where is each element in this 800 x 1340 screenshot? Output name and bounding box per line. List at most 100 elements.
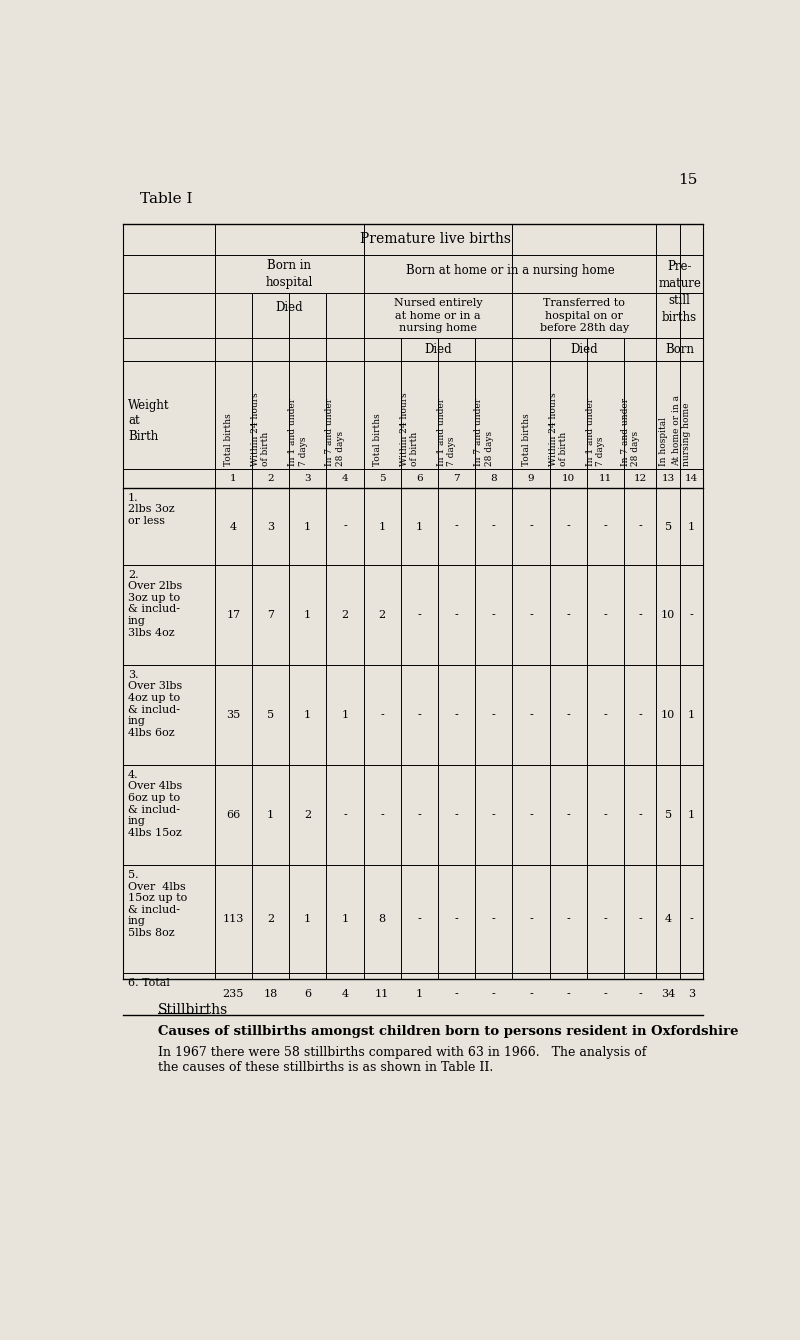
Text: 10: 10	[661, 710, 675, 720]
Text: -: -	[454, 521, 458, 532]
Text: 1.
2lbs 3oz
or less: 1. 2lbs 3oz or less	[128, 493, 174, 525]
Text: -: -	[454, 914, 458, 925]
Text: In 7 and under
28 days: In 7 and under 28 days	[474, 398, 494, 466]
Text: Born: Born	[666, 343, 694, 356]
Text: 5.
Over  4lbs
15oz up to
& includ-
ing
5lbs 8oz: 5. Over 4lbs 15oz up to & includ- ing 5l…	[128, 870, 187, 938]
Text: Within 24 hours
of birth: Within 24 hours of birth	[251, 393, 270, 466]
Text: -: -	[638, 521, 642, 532]
Text: -: -	[492, 811, 495, 820]
Text: Premature live births: Premature live births	[360, 232, 511, 247]
Text: In 1 and under
7 days: In 1 and under 7 days	[288, 398, 308, 466]
Text: Total births: Total births	[224, 413, 234, 466]
Text: -: -	[566, 811, 570, 820]
Text: 4: 4	[342, 989, 349, 1000]
Text: Weight: Weight	[128, 399, 170, 411]
Text: -: -	[418, 710, 421, 720]
Text: -: -	[566, 989, 570, 1000]
Text: Within 24 hours
of birth: Within 24 hours of birth	[549, 393, 568, 466]
Text: -: -	[603, 914, 607, 925]
Text: 1: 1	[304, 610, 311, 620]
Text: -: -	[418, 811, 421, 820]
Text: Died: Died	[424, 343, 452, 356]
Text: Causes of stillbirths amongst children born to persons resident in Oxfordshire: Causes of stillbirths amongst children b…	[158, 1025, 738, 1037]
Text: 7: 7	[453, 474, 460, 482]
Text: -: -	[343, 521, 346, 532]
Text: 17: 17	[226, 610, 240, 620]
Text: -: -	[603, 710, 607, 720]
Text: -: -	[492, 914, 495, 925]
Text: 1: 1	[230, 474, 237, 482]
Text: -: -	[529, 710, 533, 720]
Text: 15: 15	[678, 173, 697, 188]
Text: -: -	[492, 610, 495, 620]
Text: -: -	[454, 989, 458, 1000]
Text: -: -	[418, 610, 421, 620]
Text: 2: 2	[378, 610, 386, 620]
Text: -: -	[454, 811, 458, 820]
Text: 3: 3	[688, 989, 695, 1000]
Text: -: -	[454, 710, 458, 720]
Text: 35: 35	[226, 710, 241, 720]
Text: 1: 1	[416, 989, 423, 1000]
Text: Table I: Table I	[140, 193, 193, 206]
Text: In 7 and under
28 days: In 7 and under 28 days	[326, 398, 345, 466]
Text: 6. Total: 6. Total	[128, 978, 170, 988]
Text: -: -	[529, 989, 533, 1000]
Text: 1: 1	[304, 710, 311, 720]
Text: 1: 1	[342, 710, 349, 720]
Text: Transferred to
hospital on or
before 28th day: Transferred to hospital on or before 28t…	[540, 297, 629, 334]
Text: -: -	[690, 610, 693, 620]
Text: -: -	[566, 710, 570, 720]
Text: At home or in a
nursing home: At home or in a nursing home	[672, 395, 691, 466]
Text: -: -	[529, 521, 533, 532]
Text: 2: 2	[267, 914, 274, 925]
Text: 12: 12	[634, 474, 647, 482]
Text: -: -	[492, 989, 495, 1000]
Text: -: -	[529, 811, 533, 820]
Text: 5: 5	[267, 710, 274, 720]
Text: 4: 4	[342, 474, 348, 482]
Text: 7: 7	[267, 610, 274, 620]
Text: Stillbirths: Stillbirths	[158, 1004, 228, 1017]
Text: 8: 8	[490, 474, 497, 482]
Text: Pre-
mature
still
births: Pre- mature still births	[658, 260, 701, 324]
Text: -: -	[690, 914, 693, 925]
Text: Total births: Total births	[373, 413, 382, 466]
Text: 4: 4	[230, 521, 237, 532]
Text: -: -	[566, 521, 570, 532]
Text: 2: 2	[342, 610, 349, 620]
Text: 5: 5	[665, 811, 672, 820]
Text: 1: 1	[688, 521, 695, 532]
Text: 4.
Over 4lbs
6oz up to
& includ-
ing
4lbs 15oz: 4. Over 4lbs 6oz up to & includ- ing 4lb…	[128, 770, 182, 838]
Text: Died: Died	[570, 343, 598, 356]
Text: at: at	[128, 414, 139, 427]
Text: In 1 and under
7 days: In 1 and under 7 days	[437, 398, 457, 466]
Text: -: -	[492, 521, 495, 532]
Text: 34: 34	[661, 989, 675, 1000]
Text: 1: 1	[304, 521, 311, 532]
Text: -: -	[529, 610, 533, 620]
Text: 1: 1	[378, 521, 386, 532]
Text: 5: 5	[665, 521, 672, 532]
Text: Born in
hospital: Born in hospital	[266, 259, 313, 289]
Text: In hospital: In hospital	[659, 417, 668, 466]
Text: 5: 5	[378, 474, 386, 482]
Text: 1: 1	[342, 914, 349, 925]
Text: -: -	[418, 914, 421, 925]
Text: 10: 10	[562, 474, 574, 482]
Text: 18: 18	[263, 989, 278, 1000]
Text: Born at home or in a nursing home: Born at home or in a nursing home	[406, 264, 614, 276]
Text: In 1967 there were 58 stillbirths compared with 63 in 1966.   The analysis of
th: In 1967 there were 58 stillbirths compar…	[158, 1047, 646, 1075]
Text: 8: 8	[378, 914, 386, 925]
Text: -: -	[603, 521, 607, 532]
Text: -: -	[638, 710, 642, 720]
Text: -: -	[638, 610, 642, 620]
Text: 1: 1	[688, 710, 695, 720]
Text: -: -	[603, 811, 607, 820]
Text: Nursed entirely
at home or in a
nursing home: Nursed entirely at home or in a nursing …	[394, 297, 482, 334]
Text: Died: Died	[275, 302, 303, 315]
Text: 9: 9	[527, 474, 534, 482]
Text: 11: 11	[375, 989, 390, 1000]
Text: -: -	[454, 610, 458, 620]
Text: 2: 2	[267, 474, 274, 482]
